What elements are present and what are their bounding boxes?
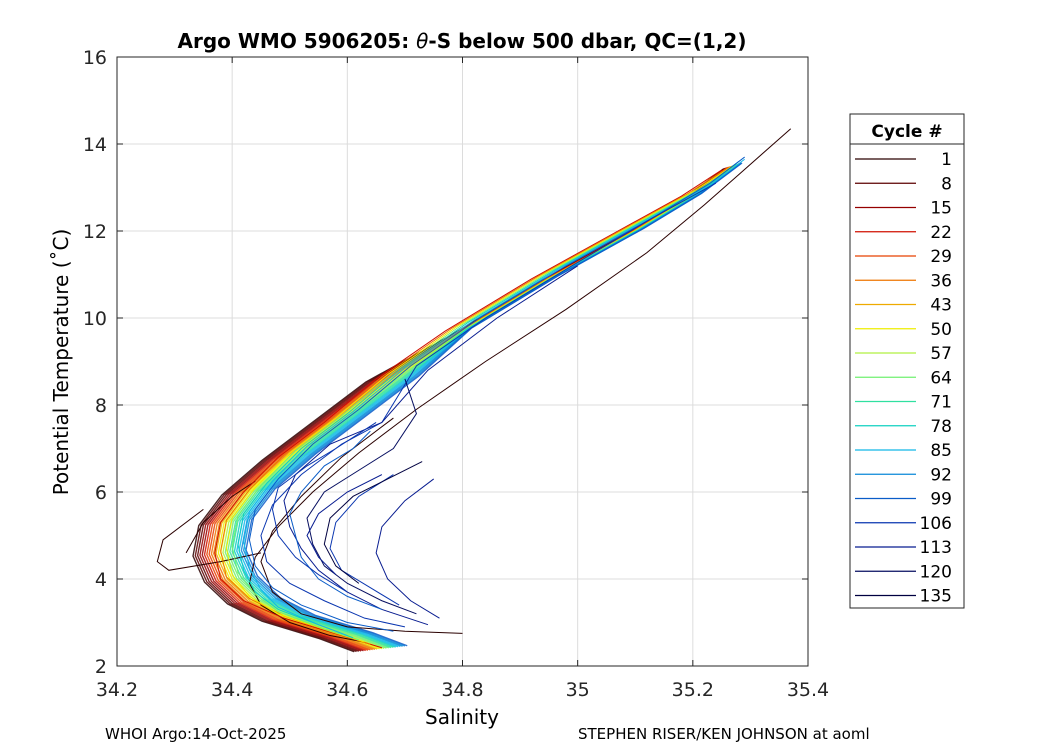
profile-line (243, 158, 745, 637)
profile-line (306, 474, 383, 576)
legend: Cycle # 18152229364350576471788592991061… (849, 113, 965, 609)
legend-entry-label: 135 (920, 587, 952, 607)
legend-entry-label: 36 (930, 271, 952, 291)
profile-line (260, 182, 717, 628)
series-layer (156, 128, 792, 653)
x-tick-label: 35.2 (672, 679, 714, 701)
legend-entry-label: 71 (930, 393, 952, 413)
legend-entry-label: 113 (920, 538, 952, 558)
profile-line (214, 169, 722, 649)
x-tick-label: 34.6 (326, 679, 368, 701)
legend-entry-label: 22 (930, 223, 952, 243)
y-tick-label: 6 (95, 482, 107, 504)
legend-entry-label: 8 (941, 174, 952, 194)
x-tick-label: 34.8 (441, 679, 483, 701)
legend-entries: 1 8 15 22 29 36 43 50 57 64 71 78 85 92 99 106 113 120 135 (855, 150, 952, 607)
y-tick-label: 16 (83, 47, 107, 69)
y-tick-label: 2 (95, 656, 107, 678)
profile-line (225, 165, 734, 643)
legend-title: Cycle # (871, 122, 942, 142)
profile-line (375, 478, 440, 619)
title-after: -S below 500 dbar, QC=(1,2) (428, 29, 746, 53)
title-theta-symbol: θ (416, 29, 428, 53)
legend-entry-label: 15 (930, 199, 952, 219)
legend-entry-label: 99 (930, 490, 952, 510)
footer-operators: STEPHEN RISER/KEN JOHNSON at aoml (578, 725, 870, 743)
y-tick-label: 8 (95, 395, 107, 417)
legend-entry-label: 1 (941, 150, 952, 170)
x-tick-label: 35.4 (787, 679, 829, 701)
x-tick-label: 34.2 (96, 679, 138, 701)
profile-envelope-line (245, 162, 743, 647)
profile-line (185, 480, 256, 554)
legend-entry-label: 106 (920, 514, 952, 534)
y-tick-label: 10 (83, 308, 107, 330)
profile-line (248, 128, 792, 643)
profile-line (260, 417, 463, 634)
profile-line (248, 156, 745, 632)
axis-ticks: 34.2 34.4 34.6 34.8 35 35.2 35.4 2 4 6 8 10 12 14 16 (83, 47, 829, 701)
x-tick-label: 34.4 (211, 679, 253, 701)
legend-entry-label: 29 (930, 247, 952, 267)
profile-line (306, 378, 417, 615)
chart-title: Argo WMO 5906205: θ-S below 500 dbar, QC… (178, 29, 747, 53)
x-tick-label: 35 (566, 679, 590, 701)
legend-entry-label: 43 (930, 296, 952, 316)
profile-line (271, 421, 377, 593)
profile-line (231, 163, 740, 641)
footer-credit-date: WHOI Argo:14-Oct-2025 (105, 725, 287, 743)
legend-entry-label: 120 (920, 562, 952, 582)
profile-line (237, 161, 740, 639)
legend-entry-label: 64 (930, 368, 952, 388)
profile-line (156, 509, 262, 571)
x-axis-label: Salinity (425, 705, 499, 729)
legend-entry-label: 78 (930, 417, 952, 437)
y-tick-label: 12 (83, 221, 107, 243)
profile-line (289, 430, 383, 610)
legend-box (849, 113, 965, 609)
legend-entry-label: 50 (930, 320, 952, 340)
y-tick-label: 4 (95, 569, 107, 591)
profile-line (323, 461, 423, 584)
profile-line (329, 474, 400, 606)
y-tick-label: 14 (83, 134, 107, 156)
legend-entry-label: 57 (930, 344, 952, 364)
plot-area: 34.2 34.4 34.6 34.8 35 35.2 35.4 2 4 6 8 10 12 14 16 (83, 47, 829, 701)
legend-entry-label: 85 (930, 441, 952, 461)
title-before: Argo WMO 5906205: (178, 29, 417, 53)
legend-entry-label: 92 (930, 465, 952, 485)
y-axis-label: Potential Temperature (˚C) (49, 229, 73, 496)
